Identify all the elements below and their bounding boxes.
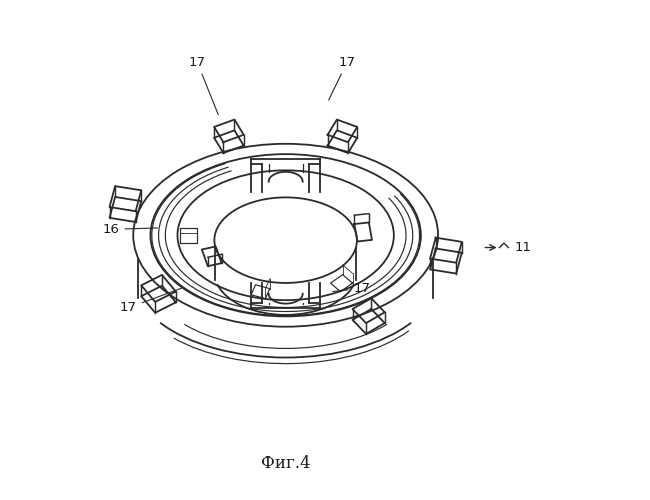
Text: 17: 17 (333, 282, 370, 295)
Text: 11: 11 (514, 241, 531, 254)
Text: 17: 17 (329, 56, 356, 100)
Text: 17: 17 (188, 56, 218, 114)
Text: 17: 17 (120, 288, 182, 314)
Text: Фиг.4: Фиг.4 (261, 456, 311, 472)
Text: 16: 16 (103, 223, 157, 236)
